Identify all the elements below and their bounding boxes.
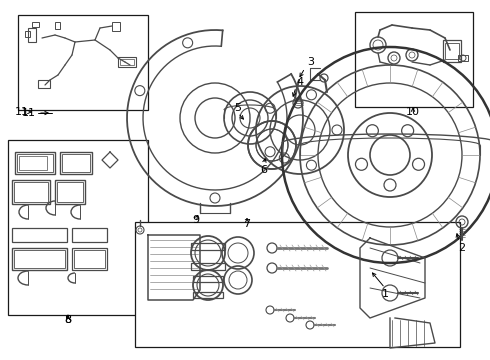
Bar xyxy=(8,140,148,315)
Text: 3: 3 xyxy=(308,57,315,67)
Bar xyxy=(135,222,460,347)
Bar xyxy=(72,248,107,270)
Bar xyxy=(55,180,85,204)
Bar xyxy=(25,31,30,37)
Text: 8: 8 xyxy=(65,315,72,325)
Bar xyxy=(112,22,120,31)
Bar xyxy=(118,57,136,67)
Text: 1: 1 xyxy=(382,289,389,299)
Bar xyxy=(445,43,459,59)
Bar xyxy=(193,276,223,282)
Bar xyxy=(120,59,134,65)
Bar xyxy=(17,154,53,172)
Bar xyxy=(443,40,461,62)
Bar xyxy=(55,22,60,29)
Bar xyxy=(14,182,48,202)
Text: 5: 5 xyxy=(235,103,242,113)
Bar xyxy=(32,22,39,27)
Bar xyxy=(60,152,92,174)
Bar xyxy=(14,250,65,268)
Bar xyxy=(12,228,67,242)
Bar xyxy=(191,263,225,270)
Bar xyxy=(72,228,107,242)
Bar xyxy=(355,12,473,107)
Bar xyxy=(191,243,225,250)
Text: 10: 10 xyxy=(406,107,420,117)
Text: 9: 9 xyxy=(193,215,199,225)
Text: 11: 11 xyxy=(22,108,36,118)
Text: 8: 8 xyxy=(65,315,72,325)
Bar xyxy=(15,152,55,174)
Bar xyxy=(458,55,468,61)
Bar xyxy=(74,250,105,268)
Bar xyxy=(28,28,36,42)
Text: 7: 7 xyxy=(244,219,250,229)
Bar xyxy=(62,154,90,172)
Bar xyxy=(57,182,83,202)
Bar xyxy=(38,80,50,88)
Text: 4: 4 xyxy=(296,77,304,87)
Text: 6: 6 xyxy=(261,165,268,175)
Bar xyxy=(19,156,47,170)
Bar xyxy=(18,15,148,110)
Bar xyxy=(12,180,50,204)
Text: 11: 11 xyxy=(15,107,29,117)
Bar xyxy=(12,248,67,270)
Bar xyxy=(193,292,223,298)
Text: 2: 2 xyxy=(459,243,466,253)
